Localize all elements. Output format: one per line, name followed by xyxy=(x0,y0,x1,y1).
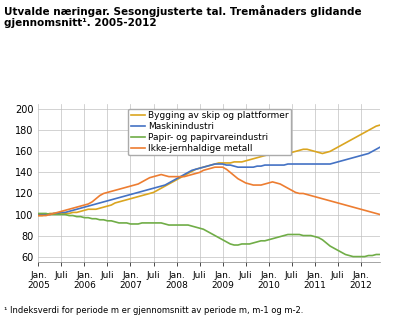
Line: Papir- og papirvareindustri: Papir- og papirvareindustri xyxy=(38,213,380,257)
Ikke-jernhaldige metall xyxy=(36,214,41,218)
Ikke-jernhaldige metall xyxy=(82,203,87,207)
Maskinindustri xyxy=(140,190,145,193)
Maskinindustri xyxy=(274,163,279,167)
Bygging av skip og plattformer xyxy=(328,149,333,153)
Ikke-jernhaldige metall xyxy=(140,180,145,184)
Papir- og papirvareindustri xyxy=(36,211,41,215)
Papir- og papirvareindustri xyxy=(366,254,371,258)
Ikke-jernhaldige metall xyxy=(378,213,382,217)
Bygging av skip og plattformer xyxy=(274,153,279,156)
Legend: Bygging av skip og plattformer, Maskinindustri, Papir- og papirvareindustri, Ikk: Bygging av skip og plattformer, Maskinin… xyxy=(128,108,292,156)
Papir- og papirvareindustri xyxy=(378,252,382,256)
Bygging av skip og plattformer xyxy=(36,214,41,218)
Bygging av skip og plattformer xyxy=(320,152,325,156)
Papir- og papirvareindustri xyxy=(320,238,325,242)
Maskinindustri xyxy=(378,145,382,149)
Ikke-jernhaldige metall xyxy=(278,182,282,186)
Papir- og papirvareindustri xyxy=(351,255,356,259)
Papir- og papirvareindustri xyxy=(274,236,279,239)
Bygging av skip og plattformer xyxy=(378,123,382,127)
Ikke-jernhaldige metall xyxy=(366,210,371,213)
Text: Utvalde næringar. Sesongjusterte tal. Tremånaders glidande
gjennomsnitt¹. 2005-2: Utvalde næringar. Sesongjusterte tal. Tr… xyxy=(4,5,361,28)
Maskinindustri xyxy=(328,162,333,166)
Maskinindustri xyxy=(362,153,367,156)
Line: Ikke-jernhaldige metall: Ikke-jernhaldige metall xyxy=(38,167,380,216)
Maskinindustri xyxy=(36,213,41,217)
Line: Bygging av skip og plattformer: Bygging av skip og plattformer xyxy=(38,125,380,216)
Line: Maskinindustri: Maskinindustri xyxy=(38,147,380,215)
Ikke-jernhaldige metall xyxy=(324,198,329,202)
Ikke-jernhaldige metall xyxy=(331,200,336,204)
Papir- og papirvareindustri xyxy=(140,221,145,225)
Papir- og papirvareindustri xyxy=(328,244,333,248)
Bygging av skip og plattformer xyxy=(362,130,367,134)
Maskinindustri xyxy=(82,205,87,209)
Ikke-jernhaldige metall xyxy=(213,165,217,169)
Text: ¹ Indeksverdi for periode m er gjennomsnitt av periode m, m-1 og m-2.: ¹ Indeksverdi for periode m er gjennomsn… xyxy=(4,306,303,315)
Bygging av skip og plattformer xyxy=(140,194,145,197)
Papir- og papirvareindustri xyxy=(82,216,87,219)
Bygging av skip og plattformer xyxy=(82,208,87,212)
Maskinindustri xyxy=(320,162,325,166)
